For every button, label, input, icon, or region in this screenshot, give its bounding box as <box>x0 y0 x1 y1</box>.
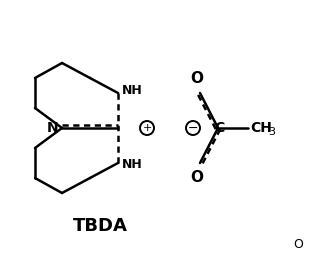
Text: −: − <box>188 122 198 134</box>
Text: NH: NH <box>122 84 143 98</box>
Text: TBDA: TBDA <box>73 217 127 235</box>
Text: +: + <box>142 123 152 133</box>
Text: NH: NH <box>122 158 143 172</box>
Text: C: C <box>214 121 224 135</box>
Text: O: O <box>191 170 203 185</box>
Text: CH: CH <box>250 121 272 135</box>
Text: 3: 3 <box>268 127 275 137</box>
Text: O: O <box>293 238 303 251</box>
Text: N: N <box>46 121 58 135</box>
Text: O: O <box>191 71 203 86</box>
